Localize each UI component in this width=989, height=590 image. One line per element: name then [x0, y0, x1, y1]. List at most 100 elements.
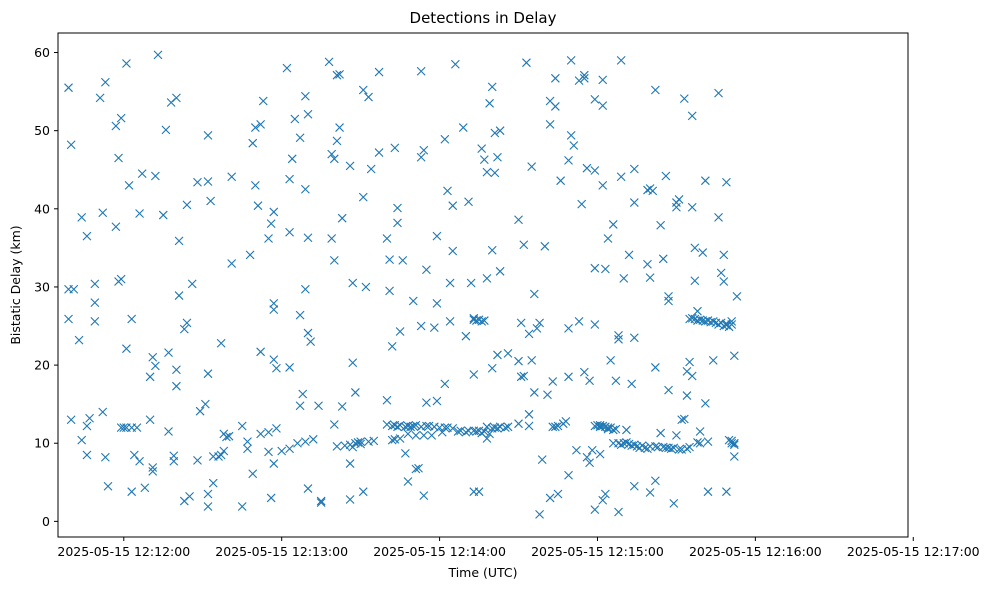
data-point [687, 313, 697, 323]
data-point [672, 202, 681, 212]
data-point [364, 92, 373, 102]
data-point [629, 481, 639, 491]
data-point [585, 458, 594, 468]
data-point [295, 401, 305, 411]
data-point [545, 120, 555, 129]
data-point [158, 210, 168, 220]
data-point [598, 75, 608, 85]
data-point [193, 456, 202, 465]
data-point [614, 331, 623, 340]
data-point [248, 138, 258, 148]
data-point [487, 82, 497, 92]
data-point [382, 234, 392, 243]
data-point [353, 438, 363, 447]
data-point [477, 144, 487, 154]
data-point [253, 201, 263, 211]
y-axis-title: Bistatic Delay (km) [8, 225, 23, 344]
data-point [514, 419, 523, 429]
data-point [608, 220, 618, 229]
data-point [645, 273, 655, 282]
x-axis-title: Time (UTC) [447, 565, 517, 580]
data-point [514, 356, 523, 366]
data-point [461, 427, 471, 437]
data-point [161, 125, 171, 135]
data-point [266, 493, 276, 503]
data-point [577, 199, 587, 209]
data-point [422, 421, 431, 431]
data-point [64, 83, 73, 93]
data-point [600, 264, 610, 274]
data-point [487, 245, 497, 255]
data-point [264, 427, 273, 437]
data-point [448, 201, 458, 211]
data-point [595, 449, 605, 459]
data-point [627, 379, 637, 389]
data-point [650, 85, 660, 95]
data-point [216, 338, 226, 348]
data-point [203, 489, 213, 499]
data-point [332, 136, 342, 146]
data-point [450, 59, 460, 69]
x-tick-label: 2025-05-15 12:14:00 [373, 544, 506, 559]
data-point [687, 371, 697, 381]
data-point [303, 109, 313, 119]
data-point [685, 357, 694, 367]
data-point [250, 180, 260, 190]
data-point [732, 291, 742, 301]
data-point [350, 388, 360, 397]
data-point [590, 505, 600, 515]
data-point [122, 344, 131, 354]
data-point [682, 391, 692, 400]
data-point [300, 184, 310, 194]
data-point [516, 372, 526, 382]
data-point [629, 198, 639, 207]
data-point [90, 298, 100, 307]
data-point [595, 420, 605, 430]
data-point [695, 315, 705, 325]
data-point [285, 444, 294, 454]
data-point [395, 327, 405, 336]
data-point [308, 434, 318, 444]
data-point [553, 489, 563, 499]
data-point [116, 113, 126, 123]
data-point [672, 431, 681, 440]
data-point [329, 420, 339, 429]
data-point [487, 363, 497, 373]
data-point [345, 495, 355, 504]
data-point [448, 246, 458, 256]
data-point [669, 499, 679, 508]
data-point [590, 166, 600, 175]
y-tick-label: 30 [34, 279, 50, 294]
data-point [374, 67, 384, 77]
data-point [629, 440, 639, 450]
data-point [329, 255, 339, 265]
data-point [116, 274, 126, 284]
data-point [258, 96, 268, 106]
data-point [482, 273, 492, 283]
data-point [719, 277, 729, 286]
data-point [100, 77, 110, 87]
data-point [387, 435, 397, 445]
data-point [85, 413, 94, 423]
data-point [427, 431, 437, 440]
data-point [348, 278, 358, 288]
data-point [540, 241, 550, 251]
data-point [150, 361, 160, 371]
data-point [529, 388, 539, 397]
data-point [685, 442, 694, 452]
data-point [579, 70, 589, 80]
data-point [135, 456, 144, 466]
data-point [537, 455, 547, 465]
data-point [616, 55, 626, 65]
data-point [461, 331, 471, 341]
data-point [98, 407, 108, 417]
data-point [90, 316, 100, 326]
data-point [411, 431, 421, 440]
data-point [440, 379, 450, 389]
data-point [524, 421, 534, 431]
data-point [324, 57, 334, 67]
data-point [150, 171, 160, 181]
x-tick-label: 2025-05-15 12:17:00 [847, 544, 980, 559]
data-point [203, 369, 213, 379]
data-point [582, 163, 592, 173]
